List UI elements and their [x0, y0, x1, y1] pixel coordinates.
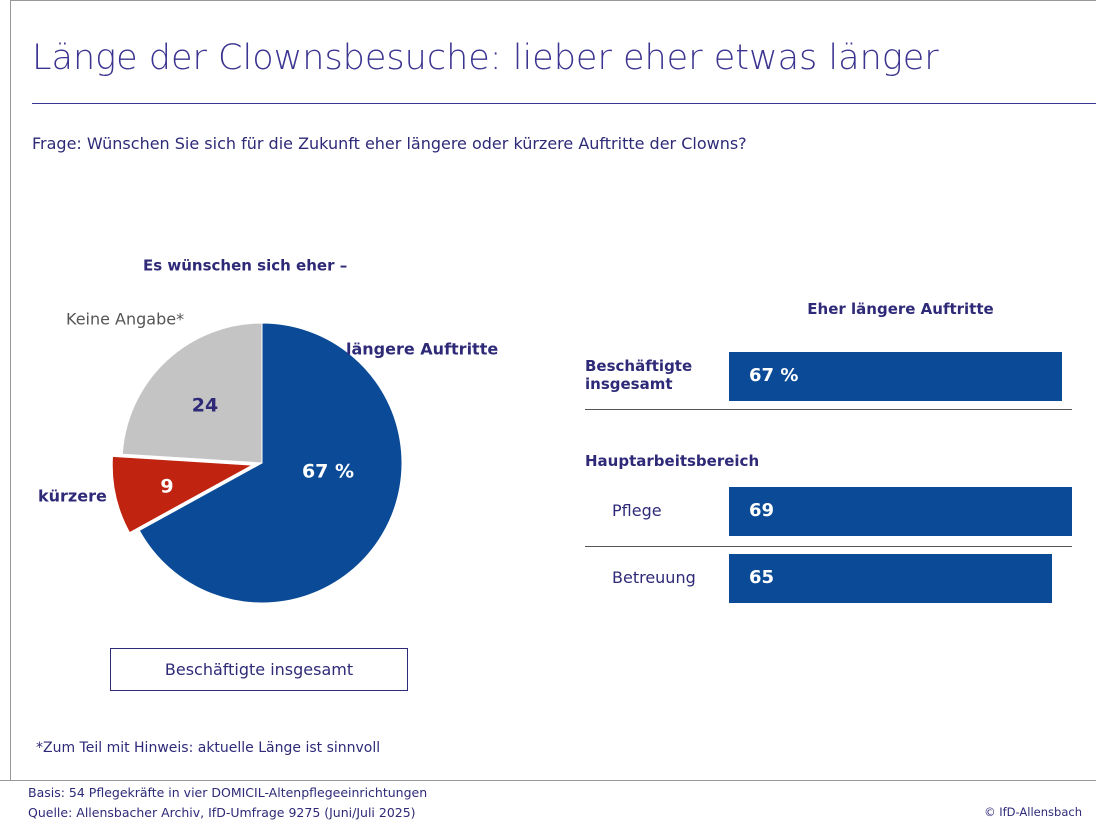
slice-value-label: 24 — [192, 395, 218, 417]
bar-value-label: 65 — [749, 567, 775, 588]
bar — [729, 487, 1072, 536]
bar-title: Eher längere Auftritte — [807, 300, 994, 318]
footnote: *Zum Teil mit Hinweis: aktuelle Länge is… — [36, 740, 381, 756]
slice-category: kürzere — [38, 487, 107, 506]
frame-left — [10, 0, 11, 780]
row-separator — [585, 409, 1072, 410]
slice-category: längere Auftritte — [346, 340, 498, 359]
bar — [729, 554, 1053, 603]
bar — [729, 352, 1062, 401]
bar-value-label: 69 — [749, 500, 775, 521]
slice-category: Keine Angabe* — [66, 310, 184, 329]
bar-category: Pflege — [612, 501, 662, 520]
source: Quelle: Allensbacher Archiv, IfD-Umfrage… — [28, 805, 416, 820]
copyright: © IfD-Allensbach — [984, 805, 1082, 819]
bar-value-label: 67 % — [749, 365, 799, 386]
basis: Basis: 54 Pflegekräfte in vier DOMICIL-A… — [28, 785, 428, 800]
group-label: Hauptarbeitsbereich — [585, 452, 760, 470]
bar-category: Betreuung — [612, 568, 696, 587]
footer-rule — [0, 780, 1096, 781]
title: Länge der Clownsbesuche: lieber eher etw… — [32, 38, 939, 78]
bar-category: Beschäftigte insgesamt — [585, 357, 693, 393]
row-separator — [585, 546, 1072, 547]
slice-value-label: 67 % — [302, 461, 354, 483]
pie-slice — [121, 322, 263, 464]
pie-caption: Beschäftigte insgesamt — [110, 648, 408, 691]
pie-slice — [138, 322, 403, 604]
frame-top — [10, 0, 1096, 1]
slice-value-label: 9 — [160, 476, 173, 498]
pie-slice — [111, 455, 254, 534]
pie-chart: Es wünschen sich eher – längere Auftritte… — [38, 257, 498, 604]
pie-title: Es wünschen sich eher – — [143, 257, 347, 275]
title-rule — [32, 103, 1096, 104]
question: Frage: Wünschen Sie sich für die Zukunft… — [32, 134, 747, 153]
